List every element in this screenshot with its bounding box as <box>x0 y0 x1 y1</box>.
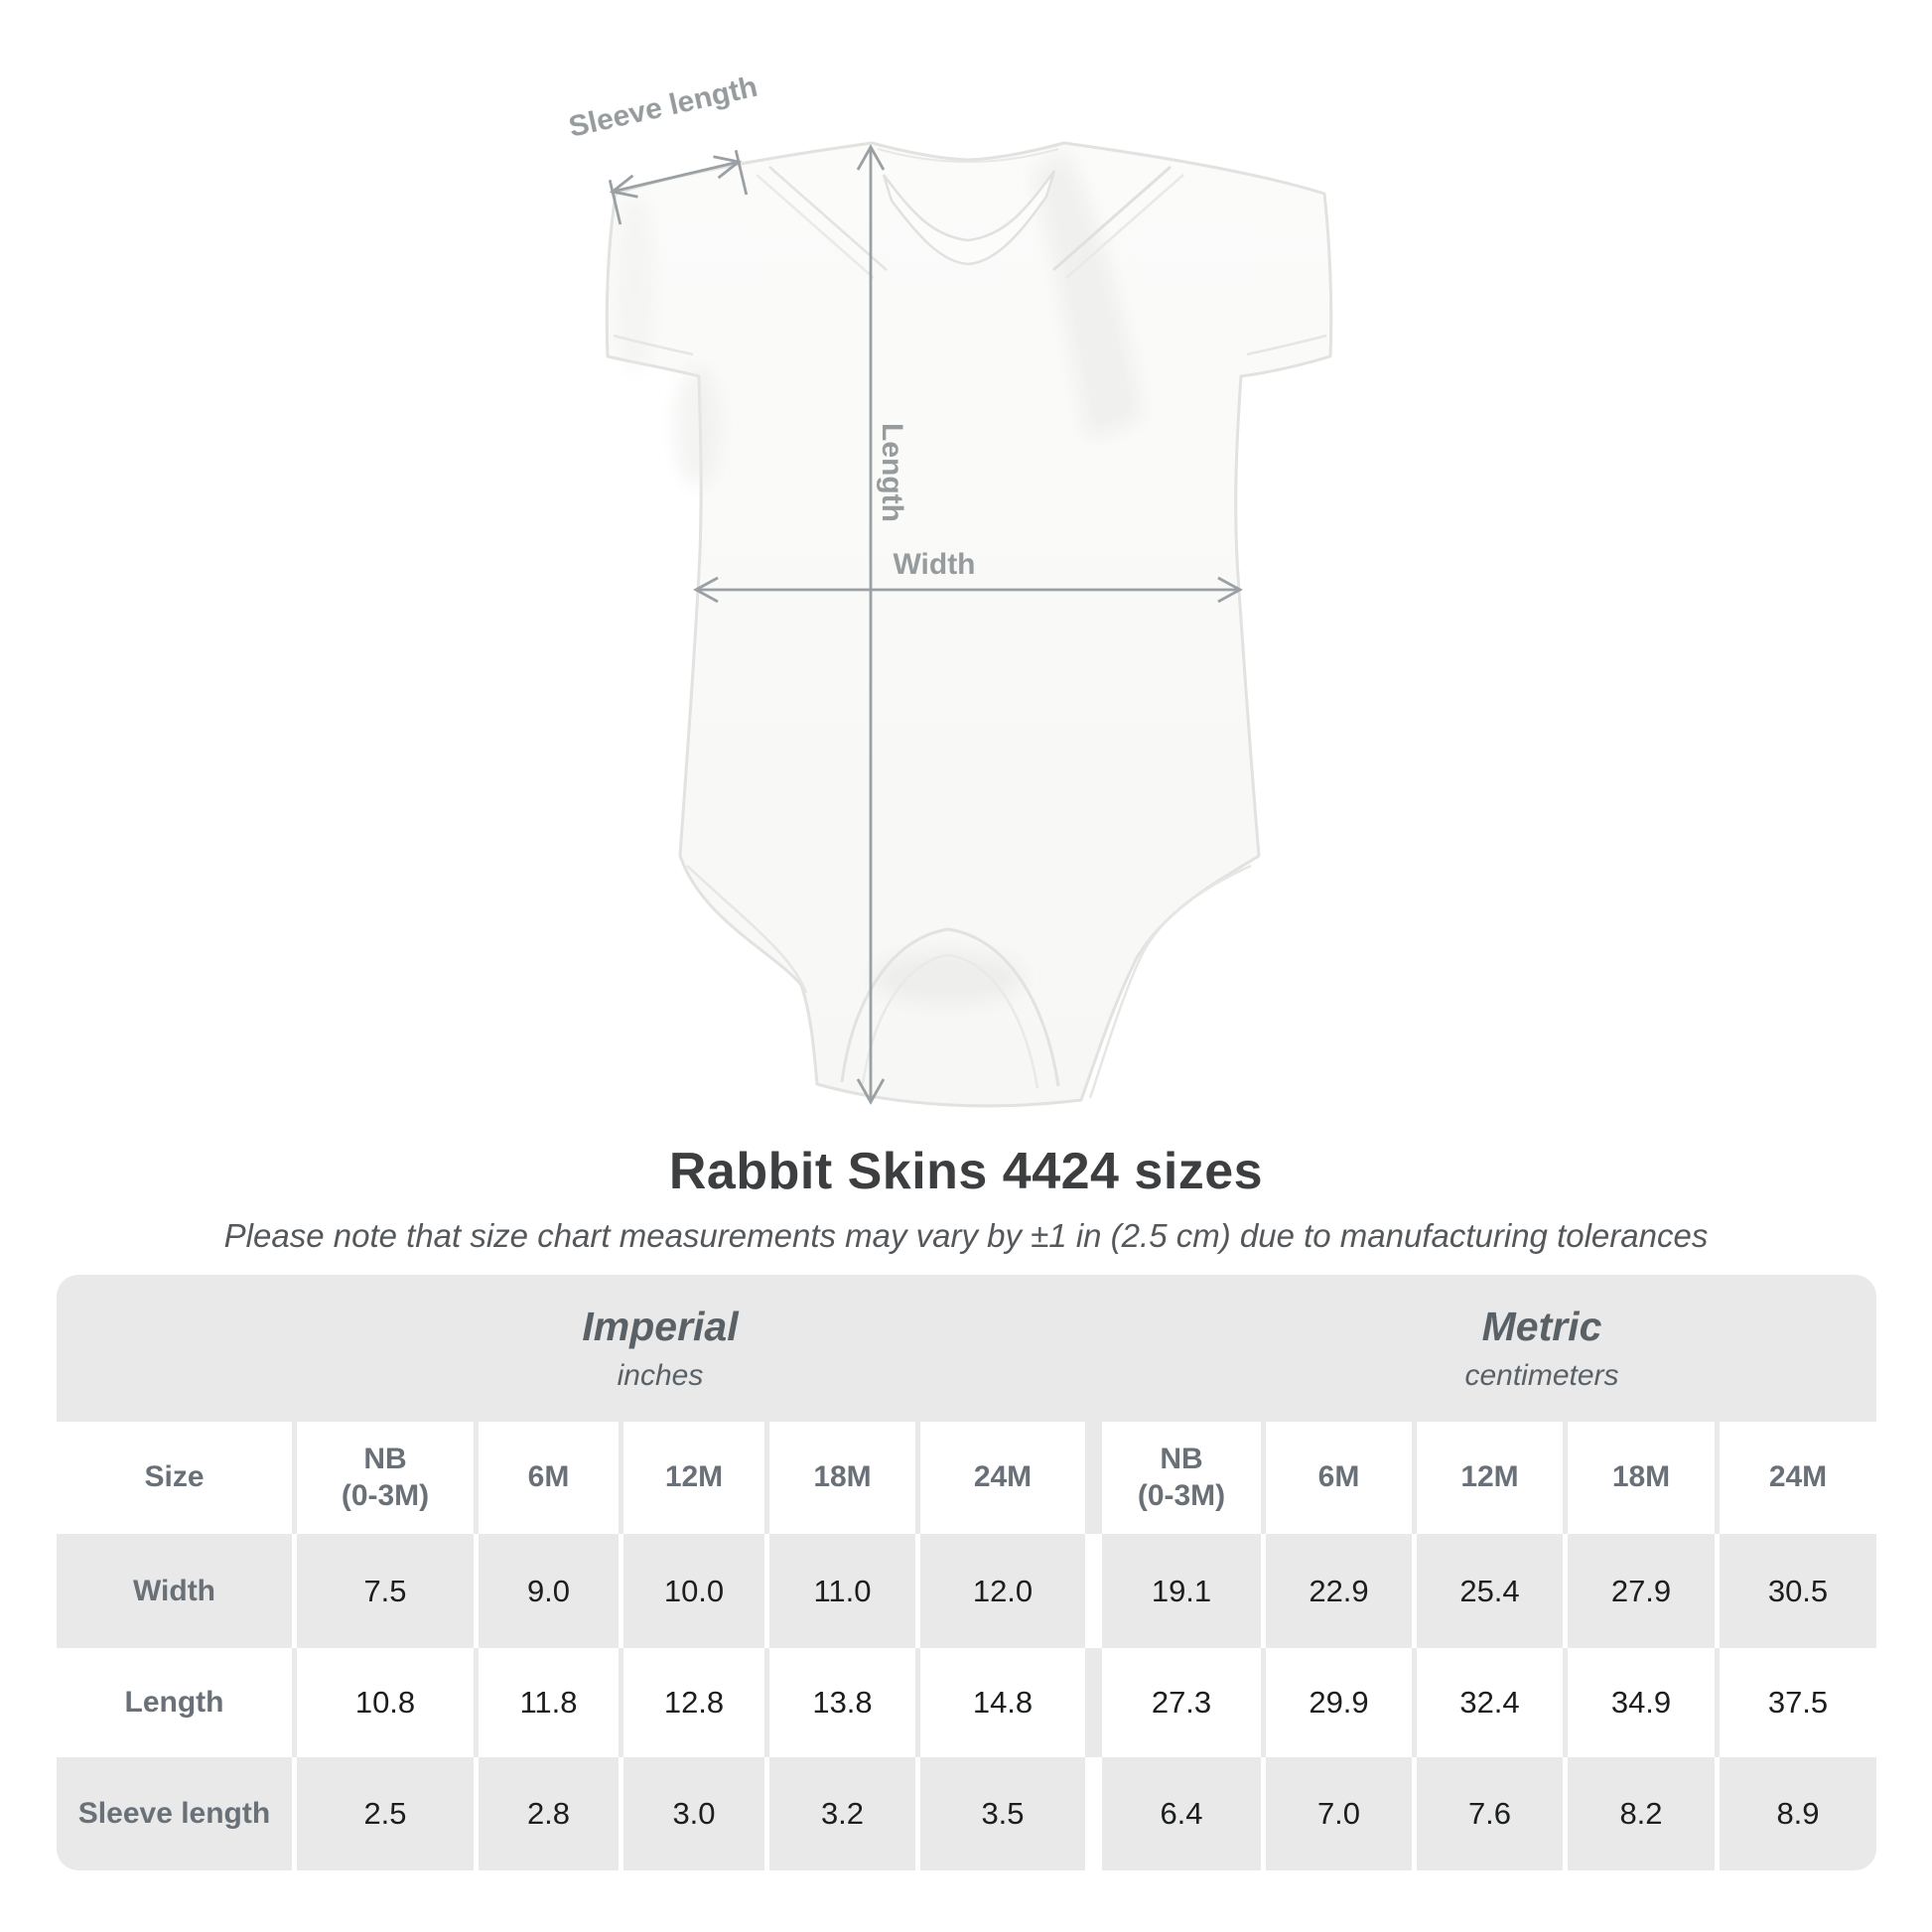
onesie-illustration <box>605 141 1333 1108</box>
value-cell: 12.0 <box>915 1534 1085 1648</box>
value-cell: 27.3 <box>1151 1685 1212 1720</box>
section-divider <box>1085 1757 1102 1870</box>
value-cell: 3.0 <box>619 1757 764 1870</box>
tolerance-note: Please note that size chart measurements… <box>223 1217 1709 1254</box>
length-arrow <box>856 144 886 1105</box>
width-arrow <box>693 576 1243 604</box>
onesie-measurement-diagram: Sleeve length Length Width <box>566 70 1333 1108</box>
unit-imperial: Imperial inches <box>582 1304 738 1393</box>
metric-unit: centimeters <box>1464 1359 1619 1392</box>
col-header-12m-metric: 12M <box>1412 1422 1563 1534</box>
value-cell: 22.9 <box>1261 1534 1412 1648</box>
value-cell: 7.0 <box>1261 1757 1412 1870</box>
value-cell: 2.8 <box>474 1757 619 1870</box>
collar-band <box>882 170 1056 266</box>
value-cell: 2.5 <box>292 1757 474 1870</box>
col-header-24m-metric: 24M <box>1715 1422 1876 1534</box>
table-header-row: Size NB (0-3M) 6M 12M 18M 24M NB (0-3M) … <box>57 1422 1876 1534</box>
value-cell: 30.5 <box>1715 1534 1876 1648</box>
value-cell: 3.5 <box>915 1757 1085 1870</box>
col-header-nb-imperial: NB (0-3M) <box>292 1422 474 1534</box>
value-cell: 8.9 <box>1715 1757 1876 1870</box>
value-cell: 19.1 <box>1151 1573 1212 1608</box>
value-cell: 25.4 <box>1412 1534 1563 1648</box>
onesie-shading <box>618 149 1142 1004</box>
value-cell: 37.5 <box>1715 1648 1876 1757</box>
table-row-sleeve-length: Sleeve length 2.5 2.8 3.0 3.2 3.5 6.4 7.… <box>57 1757 1876 1870</box>
col-header-6m-metric: 6M <box>1261 1422 1412 1534</box>
row-label-sleeve-length: Sleeve length <box>77 1797 271 1830</box>
length-label: Length <box>876 423 908 522</box>
section-divider <box>1085 1534 1102 1648</box>
measurement-annotations <box>608 144 1243 1105</box>
value-cell: 7.6 <box>1412 1757 1563 1870</box>
value-cell: 14.8 <box>915 1648 1085 1757</box>
value-cell: 12.8 <box>619 1648 764 1757</box>
value-cell: 3.2 <box>764 1757 915 1870</box>
unit-metric: Metric centimeters <box>1464 1304 1618 1393</box>
value-cell: 32.4 <box>1412 1648 1563 1757</box>
page-title: Rabbit Skins 4424 sizes <box>668 1143 1264 1200</box>
value-cell: 8.2 <box>1563 1757 1715 1870</box>
section-divider <box>1085 1648 1102 1757</box>
table-row-width: Width 7.5 9.0 10.0 11.0 12.0 19.1 22.9 2… <box>57 1534 1876 1648</box>
value-cell: 11.8 <box>474 1648 619 1757</box>
col-header-nb-metric: NB (0-3M) <box>1137 1442 1226 1512</box>
col-header-18m-metric: 18M <box>1563 1422 1715 1534</box>
value-cell: 10.8 <box>292 1648 474 1757</box>
value-cell: 10.0 <box>619 1534 764 1648</box>
sleeve-length-label: Sleeve length <box>566 70 760 144</box>
value-cell: 29.9 <box>1261 1648 1412 1757</box>
value-cell: 7.5 <box>292 1534 474 1648</box>
imperial-label: Imperial <box>582 1304 739 1349</box>
sleeve-length-arrow <box>608 149 749 225</box>
unit-band: Imperial inches Metric centimeters <box>57 1275 1876 1422</box>
section-divider <box>1085 1422 1102 1534</box>
metric-label: Metric <box>1481 1304 1602 1349</box>
imperial-unit: inches <box>617 1359 704 1392</box>
row-label-length: Length <box>124 1686 224 1719</box>
value-cell: 11.0 <box>764 1534 915 1648</box>
col-header-12m-imperial: 12M <box>619 1422 764 1534</box>
value-cell: 27.9 <box>1563 1534 1715 1648</box>
value-cell: 6.4 <box>1160 1796 1203 1831</box>
table-row-length: Length 10.8 11.8 12.8 13.8 14.8 27.3 29.… <box>57 1648 1876 1757</box>
col-header-24m-imperial: 24M <box>915 1422 1085 1534</box>
size-header-cell: Size <box>144 1460 205 1494</box>
col-header-6m-imperial: 6M <box>474 1422 619 1534</box>
value-cell: 9.0 <box>474 1534 619 1648</box>
row-label-width: Width <box>132 1574 216 1607</box>
col-header-18m-imperial: 18M <box>764 1422 915 1534</box>
size-table: Imperial inches Metric centimeters Size … <box>57 1275 1876 1870</box>
value-cell: 13.8 <box>764 1648 915 1757</box>
value-cell: 34.9 <box>1563 1648 1715 1757</box>
width-label: Width <box>893 548 975 581</box>
